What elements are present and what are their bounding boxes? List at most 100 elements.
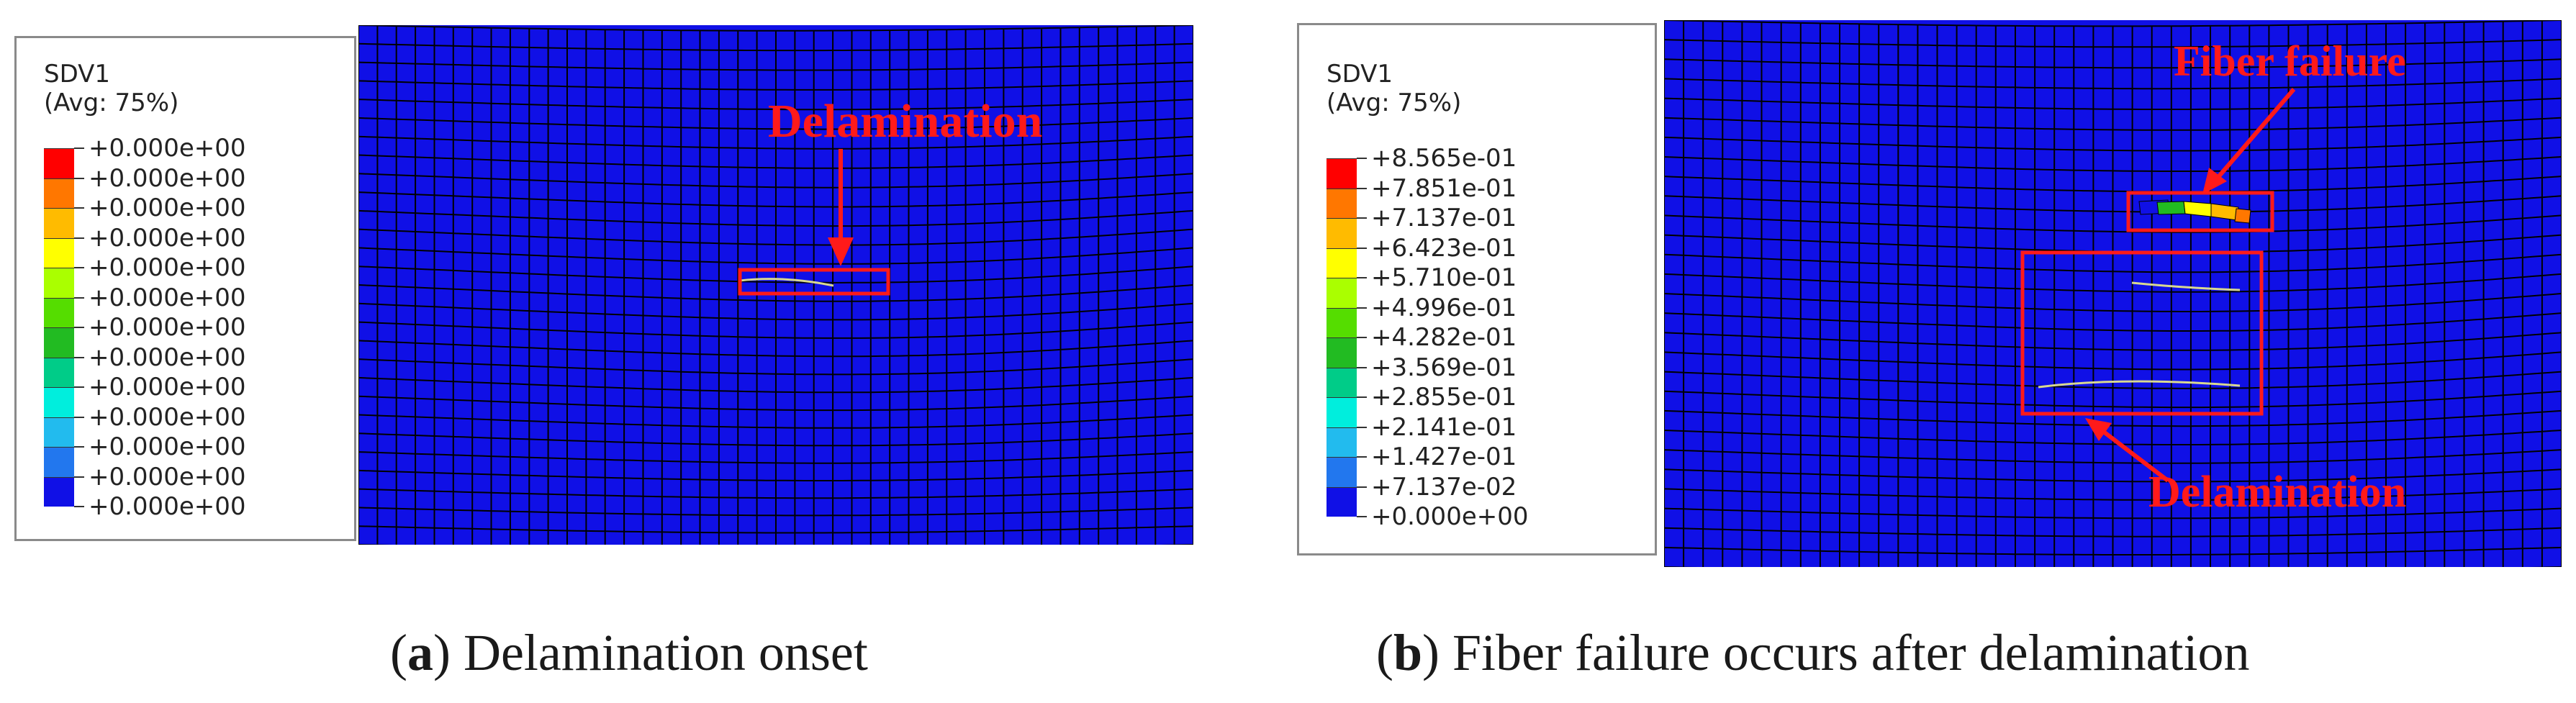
legend-tick [74, 207, 84, 209]
legend-title: SDV1 [1327, 60, 1393, 89]
legend-label: +0.000e+00 [89, 462, 246, 491]
delamination-label: Delamination [768, 95, 1043, 148]
legend-label: +0.000e+00 [89, 492, 246, 521]
legend-label: +0.000e+00 [89, 163, 246, 193]
panel-a: SDV1 (Avg: 75%) +0.000e+00 +0.000e+00 +0.0… [0, 0, 1209, 703]
caption-a: (a) Delamination onset [390, 624, 868, 681]
legend-label: +0.000e+00 [89, 432, 246, 461]
legend-label: +0.000e+00 [89, 343, 246, 372]
legend-label: +2.141e-01 [1371, 412, 1517, 442]
legend-tick [1357, 516, 1367, 517]
legend-tick [1357, 217, 1367, 219]
legend-swatch [44, 417, 74, 447]
legend-label: +0.000e+00 [89, 253, 246, 282]
legend-label: +5.710e-01 [1371, 263, 1517, 292]
legend-subtitle: (Avg: 75%) [1327, 89, 1462, 117]
legend-swatch [1327, 278, 1357, 308]
legend-tick [1357, 277, 1367, 278]
legend-tick [74, 476, 84, 478]
legend-tick [74, 296, 84, 299]
legend-b: SDV1 (Avg: 75%) +8.565e-01 +7.851e-01 +7.1… [1297, 23, 1657, 555]
legend-label: +0.000e+00 [1371, 502, 1529, 531]
caption-text: Fiber failure occurs after delamination [1452, 624, 2250, 681]
legend-swatch [1327, 457, 1357, 487]
delamination-crack [739, 278, 834, 287]
legend-swatch [44, 268, 74, 298]
legend-swatch [1327, 427, 1357, 457]
legend-tick [74, 356, 84, 358]
legend-label: +8.565e-01 [1371, 144, 1517, 173]
legend-label: +0.000e+00 [89, 402, 246, 432]
legend-tick [74, 177, 84, 179]
delamination-arrow-shaft [2100, 428, 2169, 483]
fiber-failure-elements [2138, 199, 2251, 224]
legend-label: +1.427e-01 [1371, 443, 1517, 471]
legend-swatch [44, 387, 74, 417]
legend-swatch [44, 327, 74, 358]
legend-swatch [1327, 248, 1357, 278]
failed-element [2183, 201, 2212, 217]
legend-swatch [1327, 158, 1357, 189]
legend-swatch [44, 148, 74, 178]
legend-swatch [1327, 218, 1357, 248]
legend-swatch [44, 357, 74, 387]
mesh-lines [358, 25, 1193, 545]
legend-tick [1357, 337, 1367, 338]
legend-subtitle: (Avg: 75%) [44, 89, 179, 117]
caption-b: (b) Fiber failure occurs after delaminat… [1376, 624, 2250, 681]
legend-tick [1357, 426, 1367, 428]
legend-swatch [1327, 307, 1357, 337]
caption-letter: a [407, 624, 433, 681]
legend-tick [74, 237, 84, 239]
legend-tick [74, 148, 84, 149]
fiber-failure-arrowhead [2202, 168, 2227, 194]
legend-tick [74, 506, 84, 507]
delamination-crack [2131, 281, 2241, 291]
legend-label: +7.851e-01 [1371, 173, 1517, 203]
legend-tick [1357, 158, 1367, 159]
delamination-label: Delamination [2148, 468, 2407, 517]
legend-label: +4.996e-01 [1371, 293, 1517, 322]
legend-label: +0.000e+00 [89, 194, 246, 222]
legend-label: +0.000e+00 [89, 134, 246, 163]
mesh-plot-b [1664, 20, 2562, 567]
legend-tick [1357, 396, 1367, 398]
legend-tick [74, 327, 84, 328]
legend-label: +4.282e-01 [1371, 323, 1517, 352]
delamination-crack [2038, 380, 2241, 389]
legend-swatch [44, 208, 74, 238]
legend-label: +0.000e+00 [89, 373, 246, 402]
failed-element [2234, 208, 2251, 224]
legend-tick [1357, 366, 1367, 368]
legend-tick [1357, 247, 1367, 249]
legend-label: +7.137e-01 [1371, 204, 1517, 232]
delamination-arrowhead [828, 237, 854, 266]
delamination-highlight-box [738, 268, 890, 296]
panel-b: SDV1 (Avg: 75%) +8.565e-01 +7.851e-01 +7.1… [1288, 0, 2576, 703]
fiber-failure-label: Fiber failure [2174, 37, 2406, 85]
legend-tick [74, 416, 84, 418]
fiber-failure-arrow-shaft [2216, 88, 2296, 178]
legend-tick [1357, 187, 1367, 189]
legend-swatch [1327, 486, 1357, 517]
legend-swatch [44, 237, 74, 268]
fiber-failure-highlight-box [2126, 191, 2274, 232]
legend-tick [74, 446, 84, 448]
legend-swatch [1327, 397, 1357, 427]
legend-swatch [1327, 337, 1357, 368]
delamination-arrowhead [2085, 418, 2112, 441]
legend-tick [74, 386, 84, 388]
legend-swatch [44, 447, 74, 477]
legend-tick [1357, 307, 1367, 309]
caption-text: Delamination onset [463, 624, 868, 681]
legend-a: SDV1 (Avg: 75%) +0.000e+00 +0.000e+00 +0.0… [14, 36, 356, 541]
legend-swatch [44, 178, 74, 208]
legend-title: SDV1 [44, 60, 111, 89]
legend-label: +3.569e-01 [1371, 353, 1517, 382]
caption-letter: b [1393, 624, 1423, 681]
legend-label: +0.000e+00 [89, 313, 246, 342]
legend-label: +2.855e-01 [1371, 383, 1517, 412]
legend-tick [1357, 486, 1367, 488]
delamination-highlight-box [2020, 250, 2264, 416]
legend-label: +7.137e-02 [1371, 472, 1517, 502]
